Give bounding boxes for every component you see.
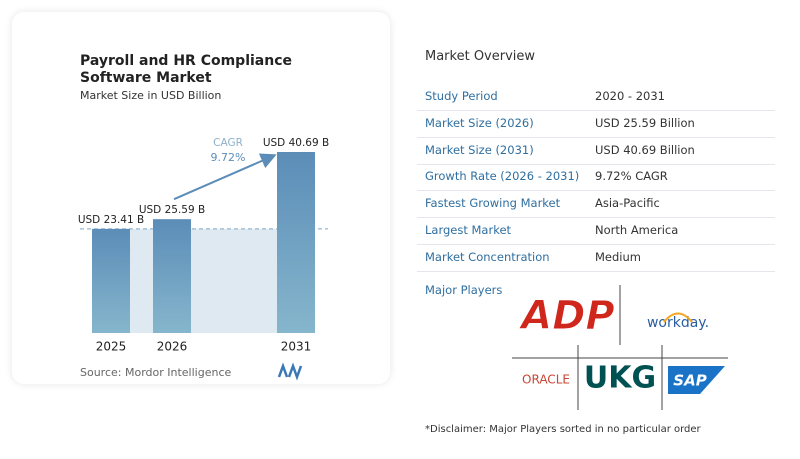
bar: [153, 219, 191, 333]
row-value: 2020 - 2031: [595, 89, 665, 103]
value-label: USD 25.59 B: [139, 204, 205, 216]
annotation: CAGR: [213, 137, 243, 149]
baseline-area: [130, 228, 277, 333]
logo: SAP: [673, 372, 706, 390]
row-separator: [417, 270, 775, 272]
chart-title: Payroll and HR Compliance Software Marke…: [80, 53, 293, 86]
row-value: USD 40.69 Billion: [595, 142, 695, 157]
bar: [277, 152, 315, 333]
logo: ADP: [518, 293, 614, 339]
row-value: 9.72% CAGR: [595, 169, 668, 184]
row-value: Asia-Pacific: [595, 196, 660, 211]
row-label: Fastest Growing Market: [425, 196, 561, 211]
row-label: Largest Market: [425, 223, 512, 237]
row-label: Market Size (2031): [425, 142, 534, 157]
row-separator: [417, 136, 775, 138]
row-value: USD 25.59 Billion: [595, 115, 695, 130]
row-label: Growth Rate (2026 - 2031): [425, 169, 580, 184]
logo-grid: [512, 285, 728, 410]
logo: UKG: [584, 361, 656, 396]
logo: workday.: [647, 315, 709, 331]
annotation: 9.72%: [211, 151, 246, 164]
row-value: Medium: [595, 249, 641, 264]
logo-arc: [663, 312, 693, 323]
logo-box: [668, 366, 725, 394]
logo: ORACLE: [522, 373, 570, 387]
x-tick-label: 2026: [157, 340, 188, 354]
row-label: Market Size (2026): [425, 115, 534, 130]
row-separator: [417, 217, 775, 219]
row-separator: [417, 244, 775, 245]
overview-title: Market Overview: [425, 49, 536, 64]
row-separator: [417, 110, 775, 111]
row-separator: [417, 190, 775, 192]
players-title: Major Players: [425, 283, 503, 297]
source: Source: Mordor Intelligence: [80, 366, 232, 379]
bar: [92, 228, 130, 333]
source-logo: [277, 362, 303, 381]
row-label: Market Concentration: [425, 249, 550, 264]
row-label: Study Period: [425, 89, 498, 103]
row-value: North America: [595, 223, 679, 237]
x-tick-label: 2031: [281, 340, 312, 354]
chart-subtitle: Market Size in USD Billion: [80, 89, 222, 102]
value-label: USD 23.41 B: [78, 214, 144, 226]
x-tick-label: 2025: [96, 340, 127, 354]
cagr-arrow: [173, 153, 277, 201]
value-label: USD 40.69 B: [263, 137, 329, 149]
disclaimer: *Disclaimer: Major Players sorted in no …: [425, 424, 701, 435]
row-separator: [417, 163, 775, 165]
